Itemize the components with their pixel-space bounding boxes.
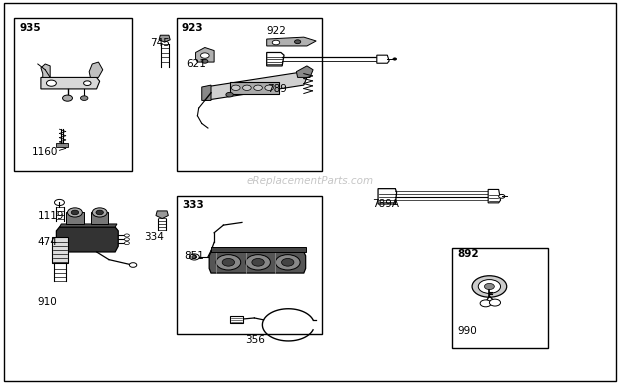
Text: 1160: 1160	[32, 147, 58, 157]
Circle shape	[125, 238, 130, 241]
Text: 910: 910	[38, 297, 58, 307]
Circle shape	[226, 92, 233, 97]
Circle shape	[192, 255, 197, 258]
Circle shape	[68, 208, 82, 217]
Circle shape	[246, 254, 270, 270]
Polygon shape	[377, 55, 389, 63]
Circle shape	[275, 254, 300, 270]
Polygon shape	[89, 62, 103, 77]
Text: 333: 333	[182, 200, 204, 210]
Bar	[452, 248, 548, 348]
Circle shape	[393, 58, 397, 60]
Text: 1119: 1119	[38, 211, 64, 221]
Polygon shape	[41, 64, 50, 77]
Circle shape	[281, 258, 294, 266]
Text: 745: 745	[151, 38, 170, 48]
Circle shape	[242, 85, 251, 90]
Polygon shape	[378, 189, 397, 204]
Circle shape	[81, 96, 88, 100]
Bar	[52, 237, 68, 263]
Circle shape	[130, 263, 137, 267]
Text: eReplacementParts.com: eReplacementParts.com	[246, 176, 374, 186]
Polygon shape	[202, 85, 211, 100]
Polygon shape	[195, 47, 214, 62]
Circle shape	[71, 210, 79, 215]
Polygon shape	[159, 35, 170, 42]
Bar	[177, 196, 322, 335]
Circle shape	[265, 85, 273, 90]
Polygon shape	[488, 189, 500, 203]
Text: 356: 356	[245, 335, 265, 345]
Circle shape	[472, 276, 507, 297]
Bar	[177, 18, 322, 171]
Polygon shape	[205, 72, 307, 100]
Text: 789: 789	[267, 84, 286, 94]
Bar	[211, 247, 306, 252]
Circle shape	[92, 208, 107, 217]
Circle shape	[489, 299, 500, 306]
Bar	[229, 82, 279, 94]
Circle shape	[252, 258, 264, 266]
Circle shape	[231, 85, 240, 90]
Text: 621: 621	[186, 59, 206, 69]
Circle shape	[125, 234, 130, 237]
Circle shape	[84, 81, 91, 85]
Circle shape	[202, 59, 208, 63]
Text: 923: 923	[182, 23, 203, 33]
Circle shape	[254, 85, 262, 90]
Text: 851: 851	[184, 251, 204, 261]
Polygon shape	[267, 37, 316, 46]
Polygon shape	[56, 227, 118, 252]
Circle shape	[200, 53, 209, 58]
Text: 935: 935	[19, 23, 41, 33]
Text: 990: 990	[457, 326, 477, 336]
Bar	[66, 213, 84, 224]
Polygon shape	[156, 211, 169, 219]
Circle shape	[96, 210, 104, 215]
Text: 334: 334	[144, 232, 164, 242]
Circle shape	[478, 280, 500, 293]
Text: 922: 922	[267, 27, 286, 37]
Polygon shape	[209, 252, 306, 273]
Polygon shape	[296, 66, 313, 77]
Circle shape	[125, 242, 130, 245]
Circle shape	[272, 40, 280, 45]
Text: 892: 892	[457, 249, 479, 259]
Circle shape	[498, 194, 505, 198]
Circle shape	[480, 300, 491, 307]
Bar	[91, 213, 108, 224]
Circle shape	[55, 199, 64, 206]
Polygon shape	[60, 224, 117, 227]
Circle shape	[46, 80, 56, 86]
Polygon shape	[41, 77, 100, 89]
Circle shape	[189, 254, 199, 260]
Bar	[56, 143, 68, 147]
Bar	[14, 18, 132, 171]
Circle shape	[294, 40, 301, 44]
Circle shape	[222, 258, 234, 266]
Circle shape	[63, 95, 73, 101]
Circle shape	[216, 254, 241, 270]
Circle shape	[484, 283, 494, 290]
Text: 474: 474	[38, 238, 58, 248]
Text: 789A: 789A	[372, 199, 399, 209]
Bar	[229, 316, 243, 323]
Polygon shape	[267, 52, 284, 66]
